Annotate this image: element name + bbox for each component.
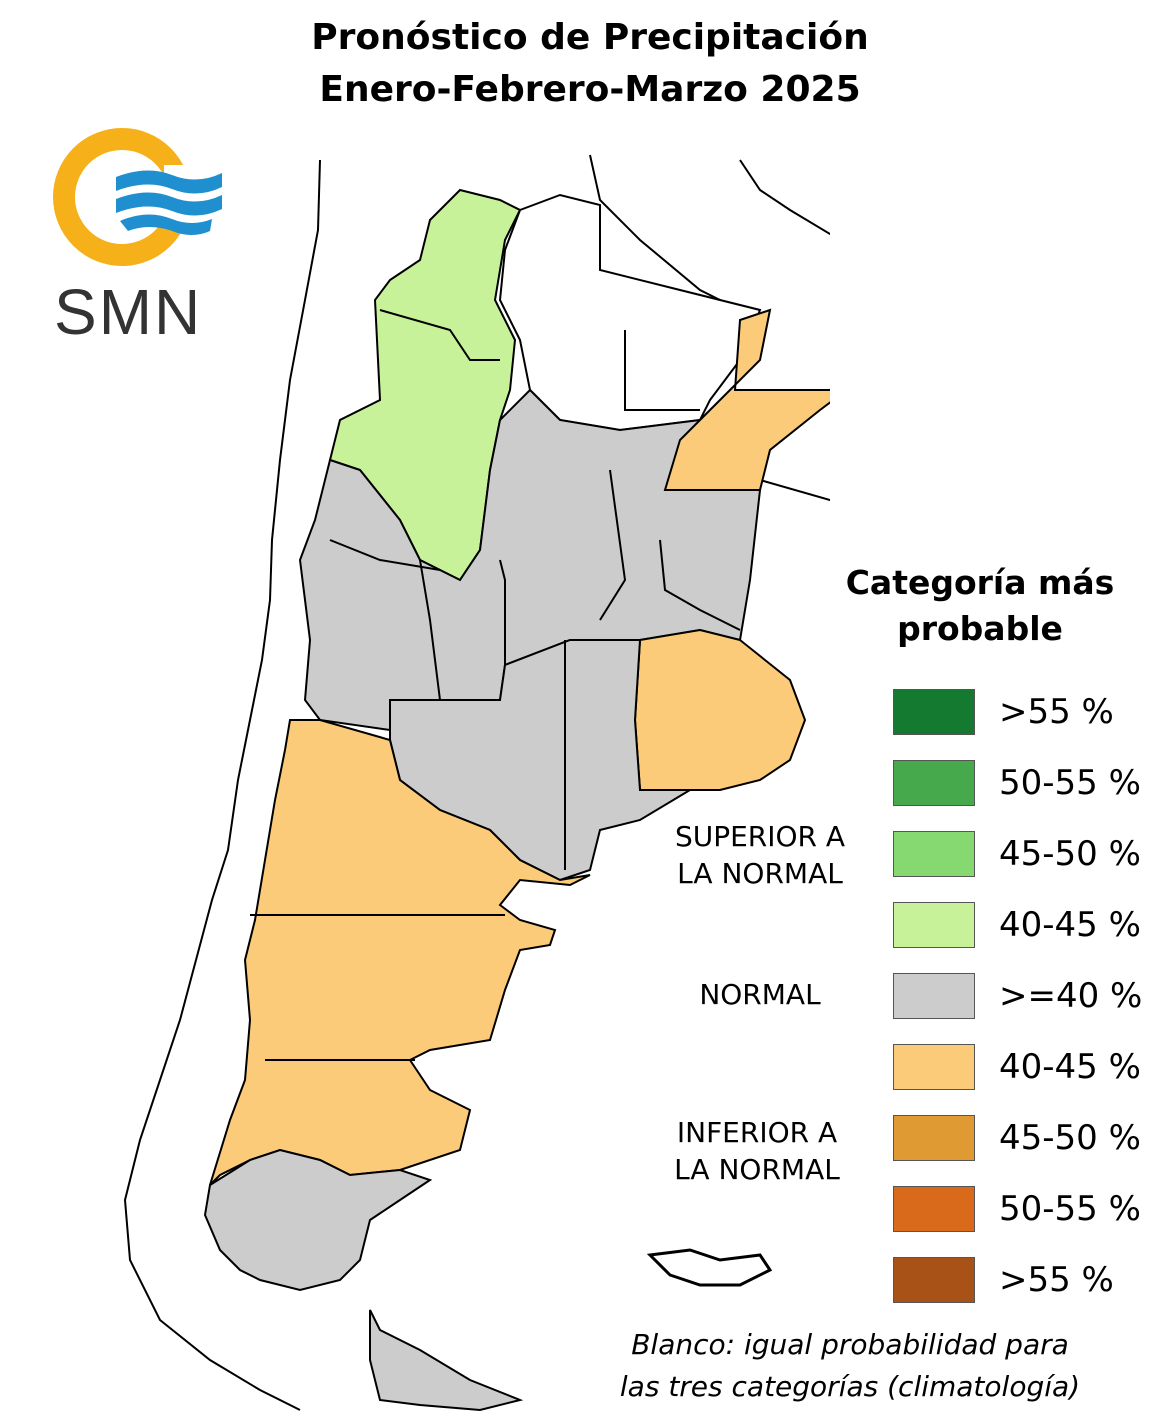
province-line bbox=[329, 539, 441, 571]
category-superior-line2: LA NORMAL bbox=[677, 857, 843, 890]
note-line2: las tres categorías (climatología) bbox=[619, 1370, 1081, 1403]
category-normal: NORMAL bbox=[699, 978, 821, 1011]
map-title-line2: Enero-Febrero-Marzo 2025 bbox=[319, 69, 861, 110]
region-normal-santa-cruz bbox=[203, 1148, 433, 1292]
category-inferior-line2: LA NORMAL bbox=[674, 1153, 840, 1186]
province-line bbox=[599, 469, 627, 621]
legend-swatch bbox=[893, 902, 975, 948]
legend-swatch bbox=[893, 1044, 975, 1090]
legend-label: 40-45 % bbox=[999, 1047, 1141, 1087]
legend-title-line1: Categoría más bbox=[845, 563, 1115, 602]
malvinas-islands bbox=[646, 1248, 773, 1287]
brazil-border bbox=[739, 159, 830, 236]
legend-label: >55 % bbox=[999, 692, 1114, 732]
chile-border bbox=[123, 159, 321, 1411]
region-normal-center bbox=[298, 388, 762, 732]
legend-title: Categoría más probable bbox=[840, 560, 1120, 652]
legend-swatch bbox=[893, 973, 975, 1019]
legend-label: 40-45 % bbox=[999, 905, 1141, 945]
category-superior: SUPERIOR A LA NORMAL bbox=[660, 818, 860, 892]
legend-swatch bbox=[893, 689, 975, 735]
legend-swatch bbox=[893, 760, 975, 806]
category-inferior-line1: INFERIOR A bbox=[676, 1116, 838, 1149]
legend-label: >55 % bbox=[999, 1260, 1114, 1300]
map-title-line1: Pronóstico de Precipitación bbox=[311, 17, 869, 58]
province-line bbox=[624, 330, 700, 411]
legend-label: 45-50 % bbox=[999, 1118, 1141, 1158]
legend-label: >=40 % bbox=[999, 976, 1143, 1016]
climatology-note: Blanco: igual probabilidad para las tres… bbox=[600, 1324, 1100, 1408]
precipitation-map bbox=[123, 154, 830, 1412]
uruguay-border bbox=[759, 479, 830, 502]
region-normal-tierra-del-fuego bbox=[369, 1309, 524, 1412]
category-superior-line1: SUPERIOR A bbox=[674, 820, 846, 853]
note-line1: Blanco: igual probabilidad para bbox=[631, 1328, 1069, 1361]
legend-swatch bbox=[893, 831, 975, 877]
region-below-normal-buenos-aires bbox=[633, 628, 807, 791]
legend-label: 50-55 % bbox=[999, 763, 1141, 803]
legend-label: 45-50 % bbox=[999, 834, 1141, 874]
legend-title-line2: probable bbox=[897, 609, 1063, 648]
legend-swatch bbox=[893, 1186, 975, 1232]
category-inferior: INFERIOR A LA NORMAL bbox=[657, 1114, 857, 1188]
province-line bbox=[379, 309, 500, 361]
smn-logo-text: SMN bbox=[54, 276, 203, 348]
province-line bbox=[659, 539, 741, 631]
province-line bbox=[499, 559, 506, 665]
legend-swatch bbox=[893, 1257, 975, 1303]
province-line bbox=[419, 559, 441, 701]
region-climatology bbox=[498, 193, 762, 432]
legend-swatch bbox=[893, 1115, 975, 1161]
legend-label: 50-55 % bbox=[999, 1189, 1141, 1229]
smn-logo-icon bbox=[53, 128, 222, 266]
region-below-normal-northeast bbox=[663, 308, 830, 491]
